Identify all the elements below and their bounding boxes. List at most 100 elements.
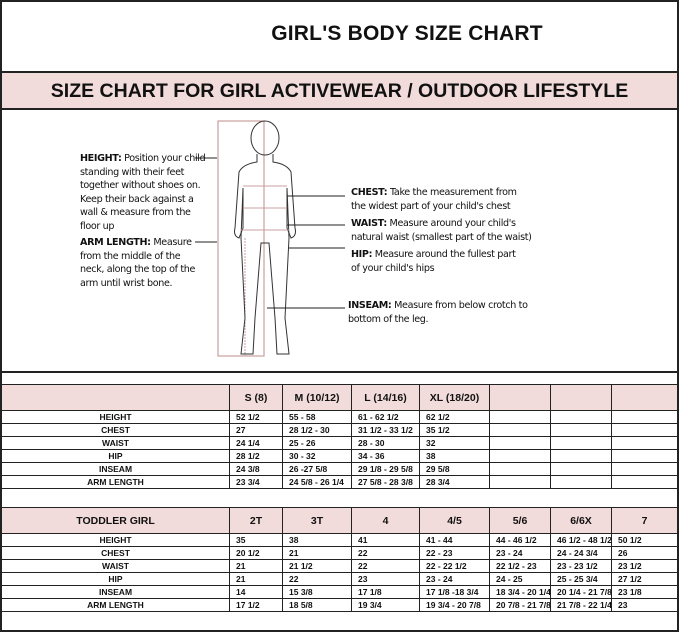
table-cell xyxy=(551,463,612,475)
table-row: HIP 28 1/2 30 - 32 34 - 36 38 xyxy=(2,450,677,463)
table-cell: 55 - 58 xyxy=(283,411,352,423)
table-cell: 27 xyxy=(230,424,283,436)
row-label: HIP xyxy=(2,573,230,585)
hip-note: HIP: Measure around the fullest part of … xyxy=(351,249,516,274)
table-cell: 4/5 xyxy=(420,508,490,533)
table-cell: 21 7/8 - 22 1/4 xyxy=(551,599,612,611)
table-cell: 23 3/4 xyxy=(230,476,283,488)
table-row: CHEST 20 1/2 21 22 22 - 23 23 - 24 24 - 24 3/4… xyxy=(2,547,677,560)
table-cell: S (8) xyxy=(230,385,283,410)
table-cell: 38 xyxy=(420,450,490,462)
table-cell: 21 xyxy=(230,573,283,585)
table-cell: 35 xyxy=(230,534,283,546)
table-cell: 24 - 24 3/4 xyxy=(551,547,612,559)
table-cell: 22 xyxy=(352,560,420,572)
table-row: INSEAM 24 3/8 26 -27 5/8 29 1/8 - 29 5/8 29 … xyxy=(2,463,677,476)
table-cell xyxy=(490,424,551,436)
table-cell xyxy=(551,450,612,462)
table-cell: 27 5/8 - 28 3/8 xyxy=(352,476,420,488)
table-row: WAIST 21 21 1/2 22 22 - 22 1/2 22 1/2 - 23 23 … xyxy=(2,560,677,573)
table-cell xyxy=(612,385,677,410)
table-cell: M (10/12) xyxy=(283,385,352,410)
table-cell: 22 - 23 xyxy=(420,547,490,559)
table-cell: L (14/16) xyxy=(352,385,420,410)
table-cell: 24 1/4 xyxy=(230,437,283,449)
table-cell: 20 1/2 xyxy=(230,547,283,559)
table-cell: 25 - 26 xyxy=(283,437,352,449)
row-label: WAIST xyxy=(2,560,230,572)
table-cell: 31 1/2 - 33 1/2 xyxy=(352,424,420,436)
table-cell: 44 - 46 1/2 xyxy=(490,534,551,546)
table-cell: 20 1/4 - 21 7/8 xyxy=(551,586,612,598)
table-cell: 23 - 24 xyxy=(490,547,551,559)
row-label: INSEAM xyxy=(2,463,230,475)
table-cell: 41 - 44 xyxy=(420,534,490,546)
table-cell: 23 1/8 xyxy=(618,587,642,597)
row-label: HEIGHT xyxy=(2,411,230,423)
table-cell: 41 xyxy=(352,534,420,546)
table-cell: 27 1/2 xyxy=(618,574,642,584)
row-label xyxy=(2,385,230,410)
table-cell: 18 3/4 - 20 1/4 xyxy=(490,586,551,598)
girl-size-table: S (8) M (10/12) L (14/16) XL (18/20) HEIGHT 5… xyxy=(2,384,677,489)
table-cell: 14 xyxy=(230,586,283,598)
table-cell: 21 xyxy=(283,547,352,559)
table-cell xyxy=(490,385,551,410)
table-cell xyxy=(551,437,612,449)
table-row: ARM LENGTH 17 1/2 18 5/8 19 3/4 19 3/4 - 20 … xyxy=(2,599,677,612)
row-label: INSEAM xyxy=(2,586,230,598)
row-label: ARM LENGTH xyxy=(2,476,230,488)
table-cell xyxy=(612,463,677,475)
table-header-row: S (8) M (10/12) L (14/16) XL (18/20) xyxy=(2,384,677,411)
table-cell: 22 1/2 - 23 xyxy=(490,560,551,572)
arm-length-note: ARM LENGTH: Measure from the middle of t… xyxy=(80,237,196,289)
table-cell: 23 xyxy=(352,573,420,585)
table-cell: 17 1/8 -18 3/4 xyxy=(420,586,490,598)
table-cell: 38 xyxy=(283,534,352,546)
table-cell: 22 xyxy=(283,573,352,585)
table-cell: 24 - 25 xyxy=(490,573,551,585)
table-row: CHEST 27 28 1/2 - 30 31 1/2 - 33 1/2 35 1/2 xyxy=(2,424,677,437)
table-cell: 3T xyxy=(283,508,352,533)
table-cell: 50 1/2 xyxy=(618,535,642,545)
table-cell: 28 3/4 xyxy=(420,476,490,488)
table-row: INSEAM 14 15 3/8 17 1/8 17 1/8 -18 3/4 18 3/4… xyxy=(2,586,677,599)
chest-note: CHEST: Take the measurement from the wid… xyxy=(351,187,517,212)
table-cell: 52 1/2 xyxy=(230,411,283,423)
child-figure-illustration xyxy=(195,120,345,357)
height-note: HEIGHT: Position your child standing wit… xyxy=(80,153,206,232)
table-cell xyxy=(612,476,677,488)
table-cell: 15 3/8 xyxy=(283,586,352,598)
table-cell: 7 xyxy=(641,514,648,527)
table-cell xyxy=(490,476,551,488)
table-row: WAIST 24 1/4 25 - 26 28 - 30 32 xyxy=(2,437,677,450)
waist-note: WAIST: Measure around your child's natur… xyxy=(351,218,532,243)
table-cell: 21 1/2 xyxy=(283,560,352,572)
inseam-note: INSEAM: Measure from below crotch to bot… xyxy=(348,300,528,325)
table-cell: 23 1/2 xyxy=(618,561,642,571)
table-cell: 22 - 22 1/2 xyxy=(420,560,490,572)
table-cell: 21 xyxy=(230,560,283,572)
table-cell: 26 -27 5/8 xyxy=(283,463,352,475)
table-cell: 28 - 30 xyxy=(352,437,420,449)
table-cell: 24 3/8 xyxy=(230,463,283,475)
table-cell: 24 5/8 - 26 1/4 xyxy=(283,476,352,488)
table-cell xyxy=(551,411,612,423)
row-label: CHEST xyxy=(2,424,230,436)
table-row: HEIGHT 52 1/2 55 - 58 61 - 62 1/2 62 1/2 xyxy=(2,411,677,424)
table-cell: 23 xyxy=(618,600,628,610)
row-label: HEIGHT xyxy=(2,534,230,546)
table-cell: 28 1/2 - 30 xyxy=(283,424,352,436)
row-label: TODDLER GIRL xyxy=(2,508,230,533)
table-cell: 34 - 36 xyxy=(352,450,420,462)
table-cell xyxy=(551,476,612,488)
section-banner: SIZE CHART FOR GIRL ACTIVEWEAR / OUTDOOR… xyxy=(2,71,677,110)
toddler-size-table: TODDLER GIRL 2T 3T 4 4/5 5/6 6/6X 7 HEIGHT 35 38 41… xyxy=(2,507,677,612)
table-cell xyxy=(490,463,551,475)
table-header-row: TODDLER GIRL 2T 3T 4 4/5 5/6 6/6X 7 xyxy=(2,507,677,534)
table-cell: 23 - 24 xyxy=(420,573,490,585)
table-cell: 46 1/2 - 48 1/2 xyxy=(551,534,612,546)
table-cell: 35 1/2 xyxy=(420,424,490,436)
table-cell: 25 - 25 3/4 xyxy=(551,573,612,585)
